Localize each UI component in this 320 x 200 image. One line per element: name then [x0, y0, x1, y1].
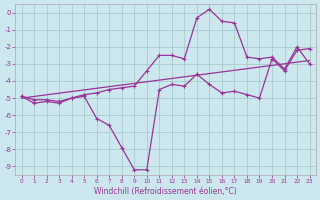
X-axis label: Windchill (Refroidissement éolien,°C): Windchill (Refroidissement éolien,°C)	[94, 187, 237, 196]
